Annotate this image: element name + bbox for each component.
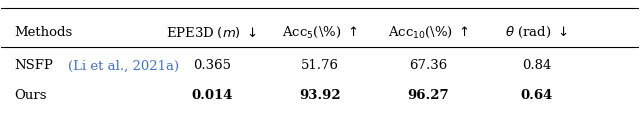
Text: 0.84: 0.84: [522, 59, 551, 72]
Text: Acc$_{10}$(\%) $\uparrow$: Acc$_{10}$(\%) $\uparrow$: [388, 25, 469, 40]
Text: NSFP: NSFP: [14, 59, 53, 72]
Text: $\theta$ (rad) $\downarrow$: $\theta$ (rad) $\downarrow$: [506, 25, 568, 40]
Text: 51.76: 51.76: [301, 59, 339, 72]
Text: 0.64: 0.64: [520, 89, 553, 101]
Text: 93.92: 93.92: [299, 89, 341, 101]
Text: Acc$_5$(\%) $\uparrow$: Acc$_5$(\%) $\uparrow$: [282, 25, 358, 40]
Text: EPE3D $(m)$ $\downarrow$: EPE3D $(m)$ $\downarrow$: [166, 25, 257, 40]
Text: 0.014: 0.014: [191, 89, 232, 101]
Text: Methods: Methods: [14, 26, 72, 39]
Text: Ours: Ours: [14, 89, 47, 101]
Text: 96.27: 96.27: [408, 89, 449, 101]
Text: 67.36: 67.36: [409, 59, 447, 72]
Text: (Li et al., 2021a): (Li et al., 2021a): [68, 59, 179, 72]
Text: 0.365: 0.365: [193, 59, 230, 72]
